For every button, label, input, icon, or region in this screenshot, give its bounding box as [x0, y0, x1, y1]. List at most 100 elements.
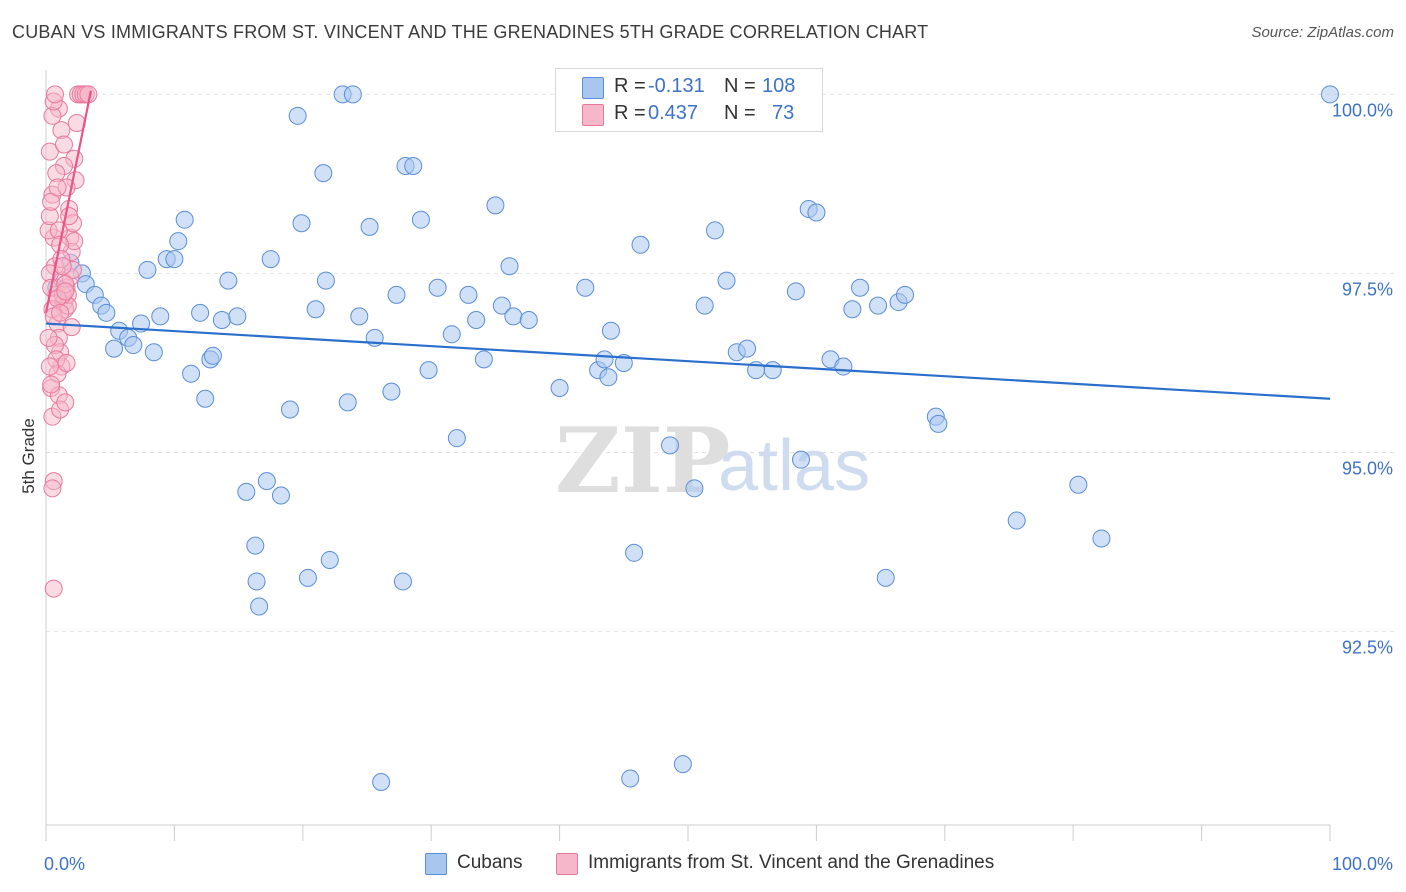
cubans-point [237, 482, 256, 501]
immigrants-point [43, 479, 62, 498]
cubans-trendline [45, 322, 1331, 400]
legend-n-value: 108 [762, 75, 796, 97]
cubans-point [673, 755, 692, 774]
cubans-point [599, 368, 618, 387]
cubans-point [791, 450, 810, 469]
legend-box: R = -0.131 N = 108 R = 0.437 N = 73 [555, 68, 823, 132]
cubans-point [228, 307, 247, 326]
cubans-point [314, 164, 333, 183]
cubans-point [1092, 529, 1111, 548]
cubans-point [320, 550, 339, 569]
legend-r-label: R = [614, 102, 646, 124]
cubans-point [288, 106, 307, 125]
cubans-series [47, 85, 1339, 792]
y-axis-label: 5th Grade [19, 418, 38, 494]
chart-title: CUBAN VS IMMIGRANTS FROM ST. VINCENT AND… [12, 22, 929, 42]
cubans-point [869, 296, 888, 315]
cubans-point [360, 217, 379, 236]
immigrants-swatch [582, 104, 604, 126]
immigrants-point [51, 303, 70, 322]
cubans-point [486, 196, 505, 215]
cubans-point [246, 536, 265, 555]
cubans-legend-label: Cubans [457, 852, 523, 873]
cubans-point [393, 572, 412, 591]
immigrants-point [57, 353, 76, 372]
cubans-point [182, 364, 201, 383]
cubans-point [212, 310, 231, 329]
cubans-point [661, 436, 680, 455]
cubans-point [105, 339, 124, 358]
legend-r-value: 0.437 [648, 102, 699, 124]
cubans-point [292, 214, 311, 233]
cubans-point [191, 303, 210, 322]
watermark-zip: ZIP [555, 408, 730, 514]
legend-n-label: N = [724, 75, 756, 97]
cubans-point [1007, 511, 1026, 530]
cubans-point [257, 472, 276, 491]
immigrants-point [42, 375, 61, 394]
cubans-point [621, 769, 640, 788]
cubans-point [165, 250, 184, 269]
cubans-point [717, 271, 736, 290]
cubans-point [343, 85, 362, 104]
immigrants-point [40, 142, 59, 161]
cubans-point [144, 343, 163, 362]
immigrants-point [53, 257, 72, 276]
cubans-point [834, 357, 853, 376]
cubans-point [175, 210, 194, 229]
cubans-point [404, 156, 423, 175]
cubans-point [169, 232, 188, 251]
source-label: Source: ZipAtlas.com [1251, 24, 1394, 41]
immigrants-point [40, 357, 59, 376]
cubans-point [492, 296, 511, 315]
cubans-point [843, 300, 862, 319]
cubans-point [459, 285, 478, 304]
cubans-point [261, 250, 280, 269]
legend-n-value: 73 [772, 102, 795, 124]
immigrants-point [60, 207, 79, 226]
cubans-point [519, 310, 538, 329]
cubans-point [372, 773, 391, 792]
cubans-point [203, 346, 222, 365]
watermark: ZIP atlas [555, 408, 870, 514]
cubans-point [97, 303, 116, 322]
immigrants-point [62, 318, 81, 337]
immigrants-legend-label: Immigrants from St. Vincent and the Gren… [588, 852, 995, 873]
immigrants-point [56, 282, 75, 301]
cubans-point [350, 307, 369, 326]
cubans-point [467, 310, 486, 329]
y-tick-label: 95.0% [1342, 459, 1393, 479]
cubans-point [338, 393, 357, 412]
x-tick-label: 100.0% [1332, 854, 1393, 874]
cubans-point [1069, 475, 1088, 494]
cubans-point [685, 479, 704, 498]
immigrants-point [56, 393, 75, 412]
cubans-point [876, 568, 895, 587]
legend-r-label: R = [614, 75, 646, 97]
cubans-point [151, 307, 170, 326]
cubans-point [250, 597, 269, 616]
cubans-point [419, 361, 438, 380]
watermark-atlas: atlas [718, 426, 870, 506]
cubans-point [447, 429, 466, 448]
cubans-point [895, 285, 914, 304]
cubans-point [705, 221, 724, 240]
cubans-point [763, 361, 782, 380]
cubans-point [500, 257, 519, 276]
cubans-point [550, 379, 569, 398]
cubans-point [247, 572, 266, 591]
cubans-point [786, 282, 805, 301]
trend-layer [44, 90, 1331, 400]
immigrants-point [45, 85, 64, 104]
immigrants-series [39, 85, 98, 598]
cubans-point [929, 414, 948, 433]
cubans-point [411, 210, 430, 229]
cubans-point [387, 285, 406, 304]
cubans-point [280, 400, 299, 419]
immigrants-trendline [44, 90, 93, 314]
immigrants-point [54, 135, 73, 154]
cubans-swatch [582, 77, 604, 99]
cubans-point [271, 486, 290, 505]
cubans-point [625, 543, 644, 562]
